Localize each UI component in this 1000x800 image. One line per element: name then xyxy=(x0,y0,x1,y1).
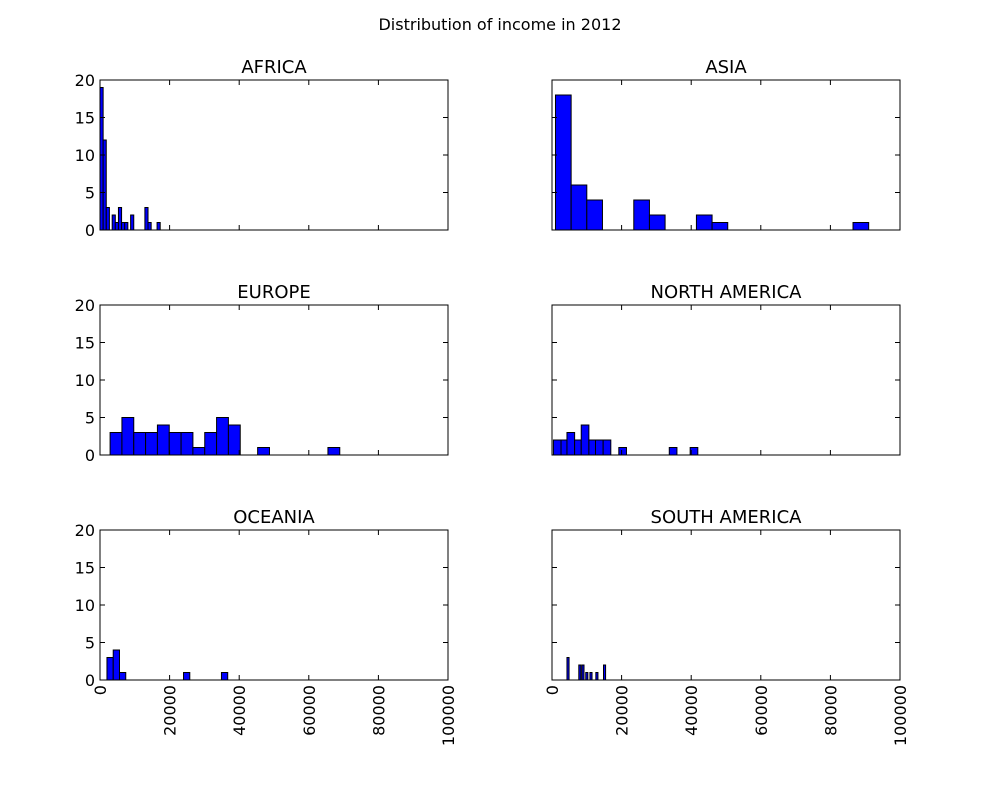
ytick-label-africa-0: 0 xyxy=(85,221,95,240)
bar-europe-3 xyxy=(145,432,158,456)
xtick-label-oceania-3: 60000 xyxy=(300,685,319,736)
bar-south-america-0 xyxy=(566,657,570,681)
bar-north-america-6 xyxy=(595,439,604,456)
ytick-label-europe-15: 15 xyxy=(75,334,95,353)
ytick-label-oceania-15: 15 xyxy=(75,559,95,578)
bar-europe-5 xyxy=(168,432,182,456)
bar-europe-6 xyxy=(180,432,194,456)
axes-frame-asia xyxy=(551,79,901,231)
bar-south-america-4 xyxy=(589,672,593,681)
bar-europe-12 xyxy=(327,447,341,456)
bar-africa-11 xyxy=(156,222,161,231)
ytick-label-europe-20: 20 xyxy=(75,296,95,315)
bar-asia-4 xyxy=(648,214,666,231)
panel-north-america: NORTH AMERICA xyxy=(551,282,901,456)
bar-europe-2 xyxy=(133,432,147,456)
bar-oceania-3 xyxy=(183,672,191,681)
ytick-label-europe-5: 5 xyxy=(85,409,95,428)
bar-africa-2 xyxy=(105,207,110,231)
bar-south-america-6 xyxy=(603,664,607,681)
panel-title-asia: ASIA xyxy=(705,57,747,78)
bar-south-america-2 xyxy=(581,664,585,681)
panel-title-south-america: SOUTH AMERICA xyxy=(651,507,803,528)
axes-frame-africa xyxy=(99,79,449,231)
bar-asia-5 xyxy=(695,214,713,231)
panel-title-north-america: NORTH AMERICA xyxy=(651,282,803,303)
ytick-label-europe-0: 0 xyxy=(85,446,95,465)
ytick-label-africa-10: 10 xyxy=(75,146,95,165)
bar-africa-10 xyxy=(147,222,152,231)
bar-asia-0 xyxy=(554,94,572,231)
xtick-label-oceania-5: 100000 xyxy=(439,685,458,746)
bar-north-america-7 xyxy=(602,439,612,456)
panel-title-africa: AFRICA xyxy=(241,57,307,78)
ytick-label-africa-20: 20 xyxy=(75,71,95,90)
ytick-label-africa-5: 5 xyxy=(85,184,95,203)
bar-africa-8 xyxy=(130,214,135,231)
xtick-label-south-america-3: 60000 xyxy=(752,685,771,736)
bar-oceania-2 xyxy=(118,672,127,681)
figure-title: Distribution of income in 2012 xyxy=(378,15,621,34)
bar-europe-4 xyxy=(156,424,170,456)
panel-south-america: SOUTH AMERICA 0 20000 40000 60000 80000 100000 xyxy=(543,507,910,746)
panel-title-europe: EUROPE xyxy=(237,282,310,303)
ytick-label-oceania-5: 5 xyxy=(85,634,95,653)
bar-europe-11 xyxy=(257,447,270,456)
xtick-label-oceania-2: 40000 xyxy=(230,685,249,736)
bar-europe-7 xyxy=(192,447,206,456)
bar-asia-6 xyxy=(711,222,729,231)
bar-asia-3 xyxy=(633,199,650,231)
bar-north-america-0 xyxy=(552,439,562,456)
panel-oceania: OCEANIA 0 5 10 15 20 0 20000 40000 60000 80000 1000… xyxy=(75,507,458,746)
bar-oceania-0 xyxy=(106,657,114,681)
bar-north-america-9 xyxy=(668,447,678,456)
ytick-label-oceania-10: 10 xyxy=(75,596,95,615)
bar-africa-7 xyxy=(124,222,129,231)
bar-north-america-2 xyxy=(566,432,576,456)
bar-europe-0 xyxy=(109,432,123,456)
xtick-label-south-america-2: 40000 xyxy=(682,685,701,736)
bar-europe-1 xyxy=(121,417,135,456)
panel-asia: ASIA xyxy=(551,57,901,231)
axes-frame-south-america xyxy=(551,529,901,681)
panel-title-oceania: OCEANIA xyxy=(233,507,315,528)
xtick-label-oceania-0: 0 xyxy=(91,685,110,695)
xtick-label-south-america-4: 80000 xyxy=(821,685,840,736)
xtick-label-oceania-4: 80000 xyxy=(369,685,388,736)
xtick-label-south-america-1: 20000 xyxy=(613,685,632,736)
bar-europe-10 xyxy=(227,424,241,456)
panel-europe: EUROPE 0 5 10 15 20 xyxy=(75,282,449,465)
bar-north-america-3 xyxy=(574,439,582,456)
ytick-label-europe-10: 10 xyxy=(75,371,95,390)
bar-europe-8 xyxy=(204,432,218,456)
bar-north-america-4 xyxy=(580,424,590,456)
bar-north-america-8 xyxy=(618,447,627,456)
histogram-panels: AFRICA 0 5 10 15 20 ASIA EUROPE 0 5 10 15 20 NORTH AM… xyxy=(75,57,910,746)
axes-frame-oceania xyxy=(99,529,449,681)
bar-south-america-5 xyxy=(595,672,599,681)
ytick-label-oceania-0: 0 xyxy=(85,671,95,690)
xtick-label-south-america-0: 0 xyxy=(543,685,562,695)
panel-africa: AFRICA 0 5 10 15 20 xyxy=(75,57,449,240)
xtick-label-oceania-1: 20000 xyxy=(161,685,180,736)
bar-north-america-5 xyxy=(588,439,597,456)
bar-europe-9 xyxy=(216,417,229,456)
bar-north-america-1 xyxy=(560,439,568,456)
bar-oceania-4 xyxy=(220,672,229,681)
bar-oceania-1 xyxy=(112,649,120,681)
bar-asia-7 xyxy=(852,222,870,231)
axes-frame-north-america xyxy=(551,304,901,456)
ytick-label-oceania-20: 20 xyxy=(75,521,95,540)
xtick-label-south-america-5: 100000 xyxy=(891,685,910,746)
ytick-label-africa-15: 15 xyxy=(75,109,95,128)
bar-south-america-3 xyxy=(585,672,589,681)
bar-south-america-1 xyxy=(578,664,582,681)
bar-asia-1 xyxy=(570,184,588,231)
bar-asia-2 xyxy=(586,199,603,231)
